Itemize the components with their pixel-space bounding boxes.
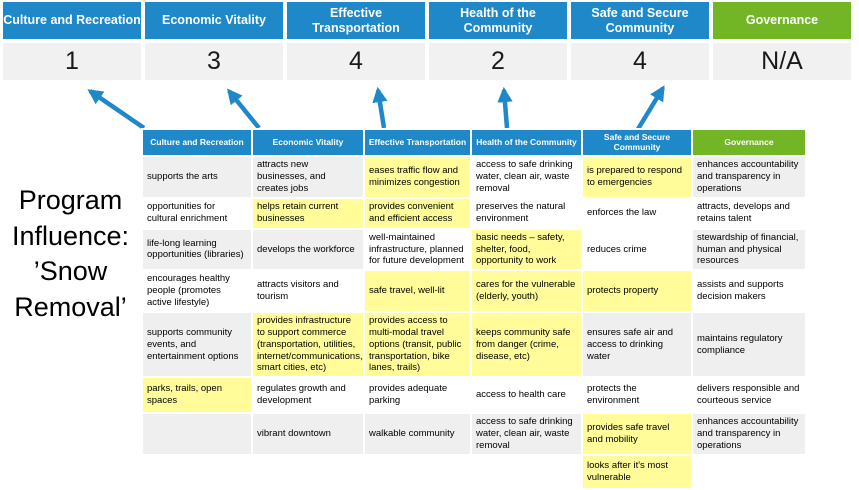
- matrix-cell: supports the arts: [141, 155, 253, 199]
- matrix-cell: provides adequate parking: [363, 376, 472, 415]
- matrix-cell: life-long learning opportunities (librar…: [141, 227, 253, 272]
- matrix-row: parks, trails, open spaces regulates grow…: [141, 376, 807, 415]
- influence-arrow: [87, 89, 146, 130]
- matrix-cell: preserves the natural environment: [470, 196, 583, 230]
- matrix-cell: provides safe travel and mobility: [581, 412, 693, 456]
- matrix-cell: well-maintained infrastructure, planned …: [363, 227, 472, 272]
- matrix-cell: vibrant downtown: [251, 412, 365, 456]
- matrix-cell: access to safe drinking water, clean air…: [470, 155, 583, 199]
- priority-box: Health of the Community: [429, 2, 567, 39]
- matrix-cell: enforces the law: [581, 196, 693, 230]
- matrix-cell: parks, trails, open spaces: [141, 376, 253, 415]
- matrix-cell: [251, 453, 365, 490]
- matrix-cell: supports community events, and entertain…: [141, 310, 253, 379]
- matrix-header-cell: Culture and Recreation: [141, 128, 253, 157]
- matrix-cell: walkable community: [363, 412, 472, 456]
- matrix-cell: [470, 453, 583, 490]
- matrix-cell: safe travel, well-lit: [363, 269, 472, 313]
- priority-score: N/A: [713, 43, 851, 80]
- matrix-cell: reduces crime: [581, 227, 693, 272]
- matrix-row: supports the arts attracts new businesses…: [141, 155, 807, 199]
- matrix-cell: assists and supports decision makers: [691, 269, 807, 313]
- influence-arrow: [227, 88, 261, 130]
- priority-score: 4: [571, 43, 709, 80]
- matrix-header-cell: Governance: [691, 128, 807, 157]
- matrix-cell: [141, 453, 253, 490]
- matrix-cell: opportunities for cultural enrichment: [141, 196, 253, 230]
- priority-score: 2: [429, 43, 567, 80]
- matrix-cell: attracts new businesses, and creates job…: [251, 155, 365, 199]
- matrix-header-cell: Effective Transportation: [363, 128, 472, 157]
- influence-arrow: [372, 86, 388, 129]
- influence-arrow: [497, 86, 513, 129]
- matrix-cell: keeps community safe from danger (crime,…: [470, 310, 583, 379]
- matrix-cell: enhances accountability and transparency…: [691, 155, 807, 199]
- matrix-cell: [691, 453, 807, 490]
- matrix-cell: [363, 453, 472, 490]
- matrix-row: vibrant downtown walkable community access…: [141, 412, 807, 456]
- matrix-cell: provides convenient and efficient access: [363, 196, 472, 230]
- matrix-cell: protects property: [581, 269, 693, 313]
- influence-arrow: [636, 85, 665, 131]
- matrix-cell: [141, 412, 253, 456]
- matrix-cell: access to safe drinking water, clean air…: [470, 412, 583, 456]
- matrix-cell: stewardship of financial, human and phys…: [691, 227, 807, 272]
- matrix-row: supports community events, and entertain…: [141, 310, 807, 379]
- matrix-cell: attracts, develops and retains talent: [691, 196, 807, 230]
- matrix-body: supports the arts attracts new businesses…: [141, 155, 807, 490]
- matrix-header-cell: Health of the Community: [470, 128, 583, 157]
- influence-arrows: [87, 85, 665, 131]
- matrix-cell: eases traffic flow and minimizes congest…: [363, 155, 472, 199]
- priority-box: Culture and Recreation: [3, 2, 141, 39]
- priority-box: Effective Transportation: [287, 2, 425, 39]
- priority-score: 1: [3, 43, 141, 80]
- matrix-header-cell: Economic Vitality: [251, 128, 365, 157]
- matrix-cell: enhances accountability and transparency…: [691, 412, 807, 456]
- matrix-cell: maintains regulatory compliance: [691, 310, 807, 379]
- matrix-header: Culture and Recreation Economic Vitality E…: [141, 128, 807, 157]
- priority-score-row: 1 3 4 2 4 N/A: [3, 43, 851, 80]
- matrix-cell: delivers responsible and courteous servi…: [691, 376, 807, 415]
- matrix-cell: regulates growth and development: [251, 376, 365, 415]
- matrix-cell: encourages healthy people (promotes acti…: [141, 269, 253, 313]
- influence-matrix: Culture and Recreation Economic Vitality E…: [141, 128, 807, 490]
- matrix-cell: attracts visitors and tourism: [251, 269, 365, 313]
- matrix-cell: basic needs – safety, shelter, food, opp…: [470, 227, 583, 272]
- matrix-cell: provides infrastructure to support comme…: [251, 310, 365, 379]
- priority-box: Safe and Secure Community: [571, 2, 709, 39]
- program-title: Program Influence: ’Snow Removal’: [11, 185, 130, 322]
- matrix-cell: access to health care: [470, 376, 583, 415]
- priority-box: Economic Vitality: [145, 2, 283, 39]
- priority-header-row: Culture and Recreation Economic Vitality E…: [3, 2, 851, 39]
- matrix-cell: develops the workforce: [251, 227, 365, 272]
- matrix-cell: ensures safe air and access to drinking …: [581, 310, 693, 379]
- matrix-cell: looks after it's most vulnerable: [581, 453, 693, 490]
- matrix-cell: cares for the vulnerable (elderly, youth…: [470, 269, 583, 313]
- matrix-row: opportunities for cultural enrichment hel…: [141, 196, 807, 230]
- priority-score: 3: [145, 43, 283, 80]
- matrix-cell: is prepared to respond to emergencies: [581, 155, 693, 199]
- matrix-row: looks after it's most vulnerable: [141, 453, 807, 490]
- matrix-row: life-long learning opportunities (librar…: [141, 227, 807, 272]
- matrix-cell: helps retain current businesses: [251, 196, 365, 230]
- matrix-cell: protects the environment: [581, 376, 693, 415]
- priority-score: 4: [287, 43, 425, 80]
- matrix-cell: provides access to multi-modal travel op…: [363, 310, 472, 379]
- matrix-row: encourages healthy people (promotes acti…: [141, 269, 807, 313]
- matrix-header-cell: Safe and Secure Community: [581, 128, 693, 157]
- priority-box: Governance: [713, 2, 851, 39]
